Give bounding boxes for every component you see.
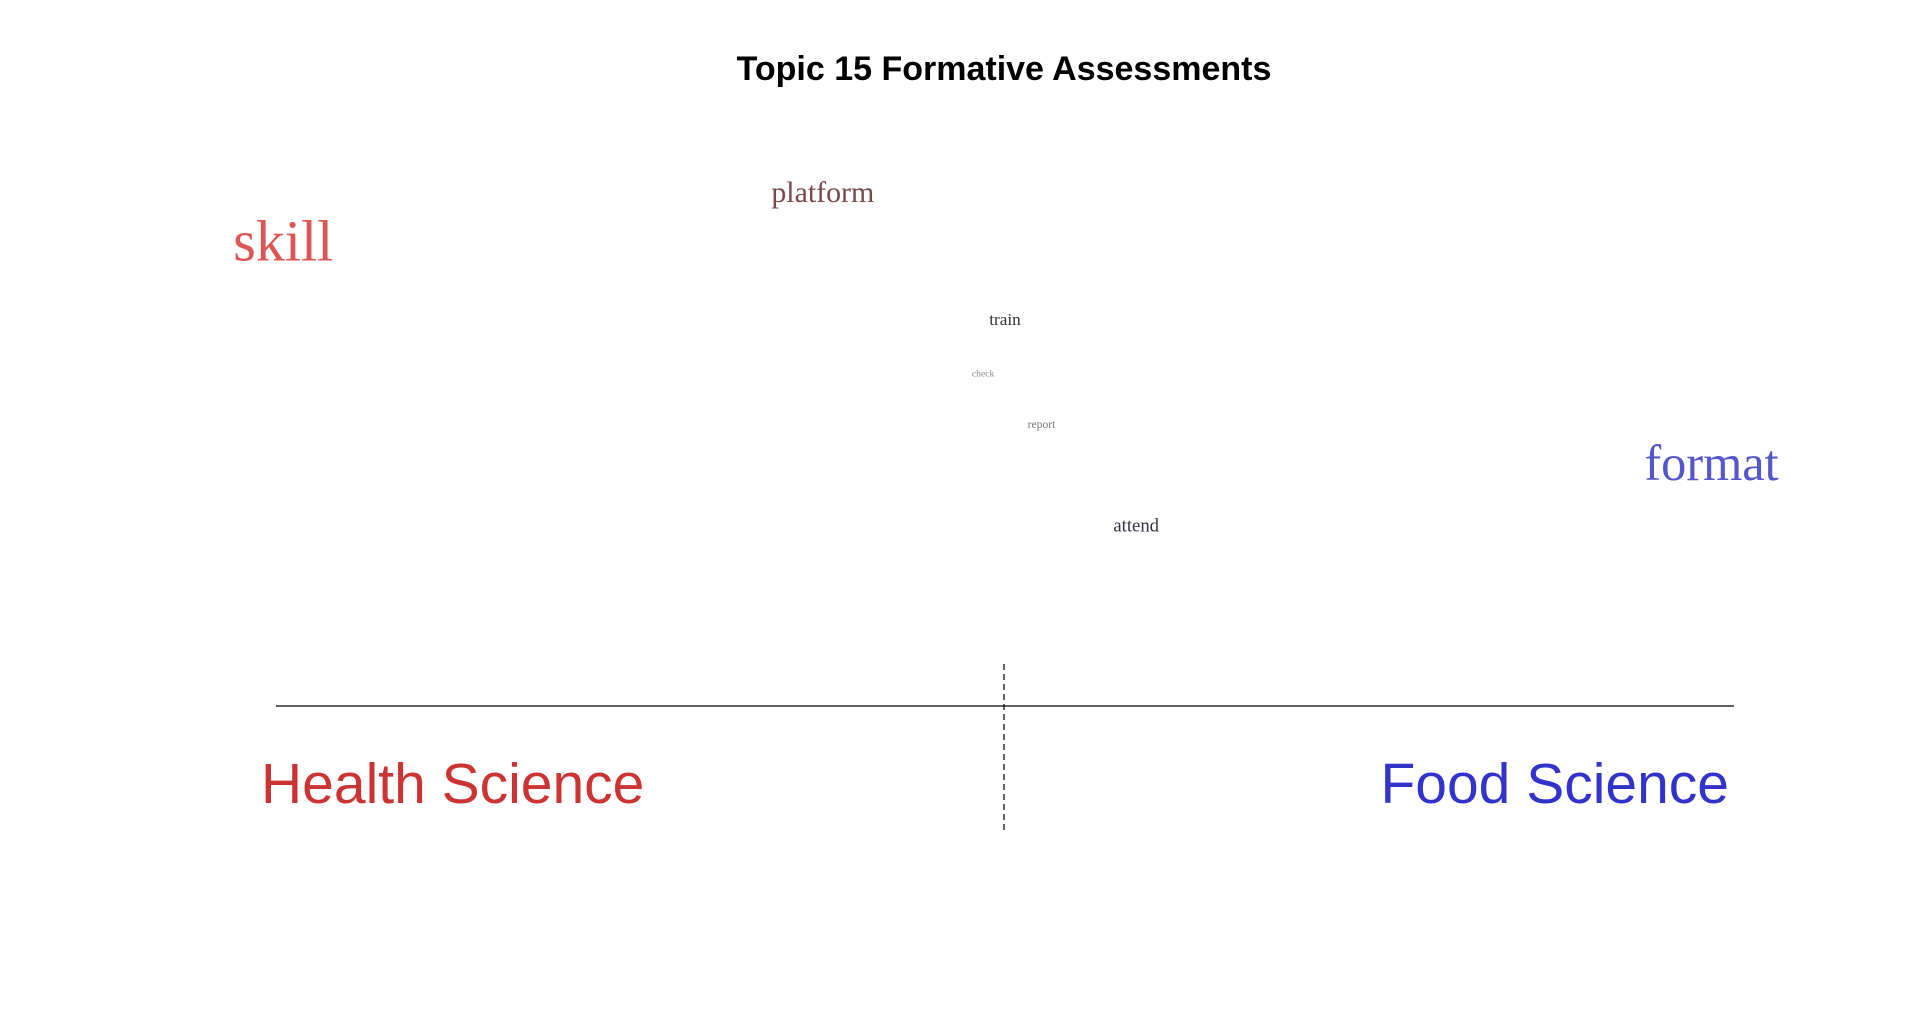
word-skill: skill (233, 208, 333, 273)
word-train: train (989, 310, 1021, 329)
word-format: format (1644, 435, 1778, 491)
word-layer: platform skill train check report format atten… (233, 176, 1778, 536)
food-science-label: Food Science (1380, 752, 1729, 816)
chart-title: Topic 15 Formative Assessments (737, 50, 1272, 88)
word-attend: attend (1113, 516, 1159, 537)
health-science-label: Health Science (261, 752, 644, 816)
word-platform: platform (771, 176, 874, 209)
word-check: check (972, 369, 995, 380)
word-report: report (1028, 418, 1056, 431)
